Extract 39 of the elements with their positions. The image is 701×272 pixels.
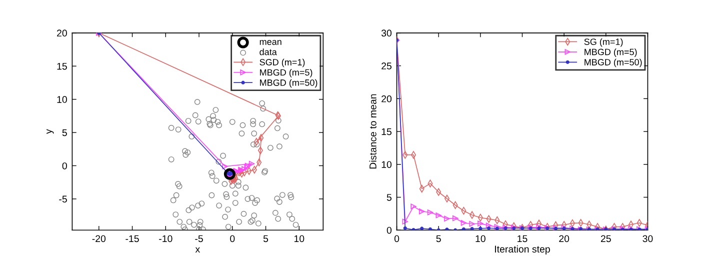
x-tick-label: -10 (159, 235, 172, 242)
y-tick-label: 0 (62, 162, 67, 170)
x-tick-label: 0 (230, 235, 235, 242)
x-tick-label: 0 (394, 235, 400, 242)
x-tick-label: 5 (263, 235, 268, 242)
y-tick-label: -5 (59, 196, 67, 203)
x-tick-label: 10 (294, 235, 304, 242)
y-axis-title: Distance to mean (369, 94, 376, 169)
x-tick-label: 25 (600, 235, 611, 242)
legend-label: data (260, 48, 277, 56)
x-axis-title: x (195, 247, 200, 252)
x-tick-label: 10 (476, 235, 486, 242)
legend-label: MBGD (m=50) (584, 58, 642, 68)
x-tick-label: -20 (92, 235, 106, 242)
x-tick-label: 20 (559, 235, 570, 242)
y-tick-label: 15 (57, 62, 67, 70)
x-tick-label: 5 (436, 235, 441, 242)
legend-label: MBGD (m=5) (584, 48, 637, 57)
y-tick-label: 25 (382, 62, 392, 70)
legend-label: mean (260, 40, 282, 45)
x-axis-title: Iteration step (495, 245, 550, 254)
y-tick-label: 0 (386, 226, 392, 234)
y-axis-title: y (46, 129, 54, 134)
y-tick-label: 30 (381, 30, 392, 37)
x-tick-label: -5 (195, 235, 203, 242)
x-tick-label: 15 (518, 235, 528, 242)
y-tick-label: 10 (57, 96, 67, 103)
y-tick-label: 20 (382, 95, 392, 102)
y-tick-label: 10 (382, 161, 392, 168)
legend-label: SG (m=1) (584, 38, 623, 47)
y-tick-label: 20 (57, 30, 67, 37)
legend-label: SGD (m=1) (260, 58, 305, 68)
legend-label: MBGD (m=5) (260, 68, 312, 78)
x-tick-label: -15 (126, 235, 139, 242)
x-tick-label: 30 (642, 235, 653, 242)
y-tick-label: 15 (382, 128, 392, 136)
legend-label: MBGD (m=50) (260, 79, 318, 88)
y-tick-label: 5 (62, 129, 67, 136)
y-tick-label: 5 (386, 194, 392, 201)
